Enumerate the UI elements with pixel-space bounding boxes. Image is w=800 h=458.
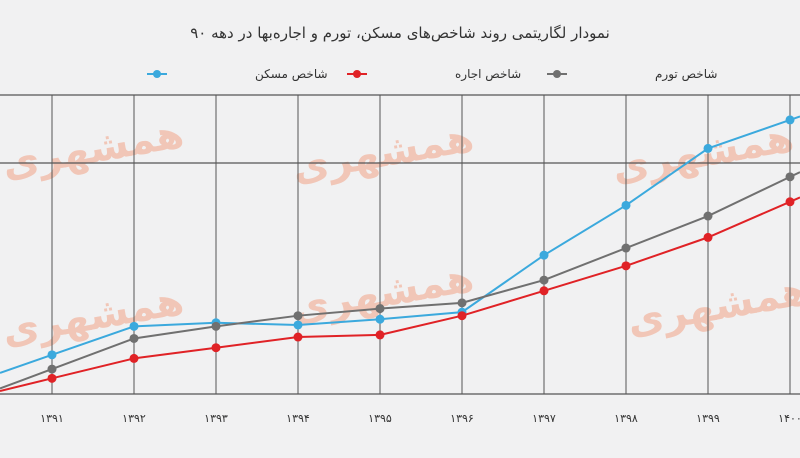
legend-label: شاخص مسکن — [255, 67, 328, 82]
data-point — [293, 320, 303, 330]
x-tick-label: ۱۳۹۶ — [450, 412, 474, 425]
x-tick-label: ۱۳۹۲ — [122, 412, 146, 425]
watermark-text: همشهری — [0, 111, 187, 188]
data-point — [293, 332, 303, 342]
data-point — [129, 321, 139, 331]
data-point — [47, 373, 57, 383]
data-point — [539, 275, 549, 285]
x-tick-label: ۱۳۹۳ — [204, 412, 228, 425]
data-point — [785, 172, 795, 182]
data-point — [129, 353, 139, 363]
data-point — [703, 211, 713, 221]
data-point — [703, 232, 713, 242]
series-line — [0, 115, 800, 374]
data-point — [457, 298, 467, 308]
data-point — [621, 243, 631, 253]
data-point — [129, 333, 139, 343]
data-point — [375, 304, 385, 314]
series-line — [0, 196, 800, 392]
legend-marker — [553, 70, 561, 78]
legend-marker — [153, 70, 161, 78]
data-point — [47, 350, 57, 360]
legend-marker — [353, 70, 361, 78]
x-tick-label: ۱۳۹۴ — [286, 412, 310, 425]
x-tick-label: ۱۳۹۹ — [696, 412, 720, 425]
x-tick-label: ۱۳۹۱ — [40, 412, 64, 425]
data-point — [703, 143, 713, 153]
watermark-text: همشهری — [624, 268, 800, 345]
data-point — [211, 343, 221, 353]
data-point — [47, 364, 57, 374]
data-point — [621, 200, 631, 210]
data-point — [621, 261, 631, 271]
x-tick-label: ۱۳۹۵ — [368, 412, 392, 425]
data-point — [211, 321, 221, 331]
legend-label: شاخص تورم — [655, 67, 717, 82]
data-point — [785, 197, 795, 207]
data-point — [375, 330, 385, 340]
data-point — [457, 311, 467, 321]
data-point — [375, 314, 385, 324]
legend-label: شاخص اجاره — [455, 67, 521, 82]
x-tick-label: ۱۳۹۸ — [614, 412, 638, 425]
data-point — [293, 311, 303, 321]
data-point — [539, 250, 549, 260]
watermark-text: همشهری — [0, 278, 187, 355]
data-point — [539, 286, 549, 296]
series-line — [0, 171, 800, 390]
x-tick-label: ۱۳۹۷ — [532, 412, 556, 425]
data-point — [785, 115, 795, 125]
watermark-text: همشهری — [289, 115, 477, 192]
chart-title: نمودار لگاریتمی روند شاخص‌های مسکن، تورم… — [190, 24, 610, 42]
x-tick-label: ۱۴۰۰ — [778, 412, 800, 425]
